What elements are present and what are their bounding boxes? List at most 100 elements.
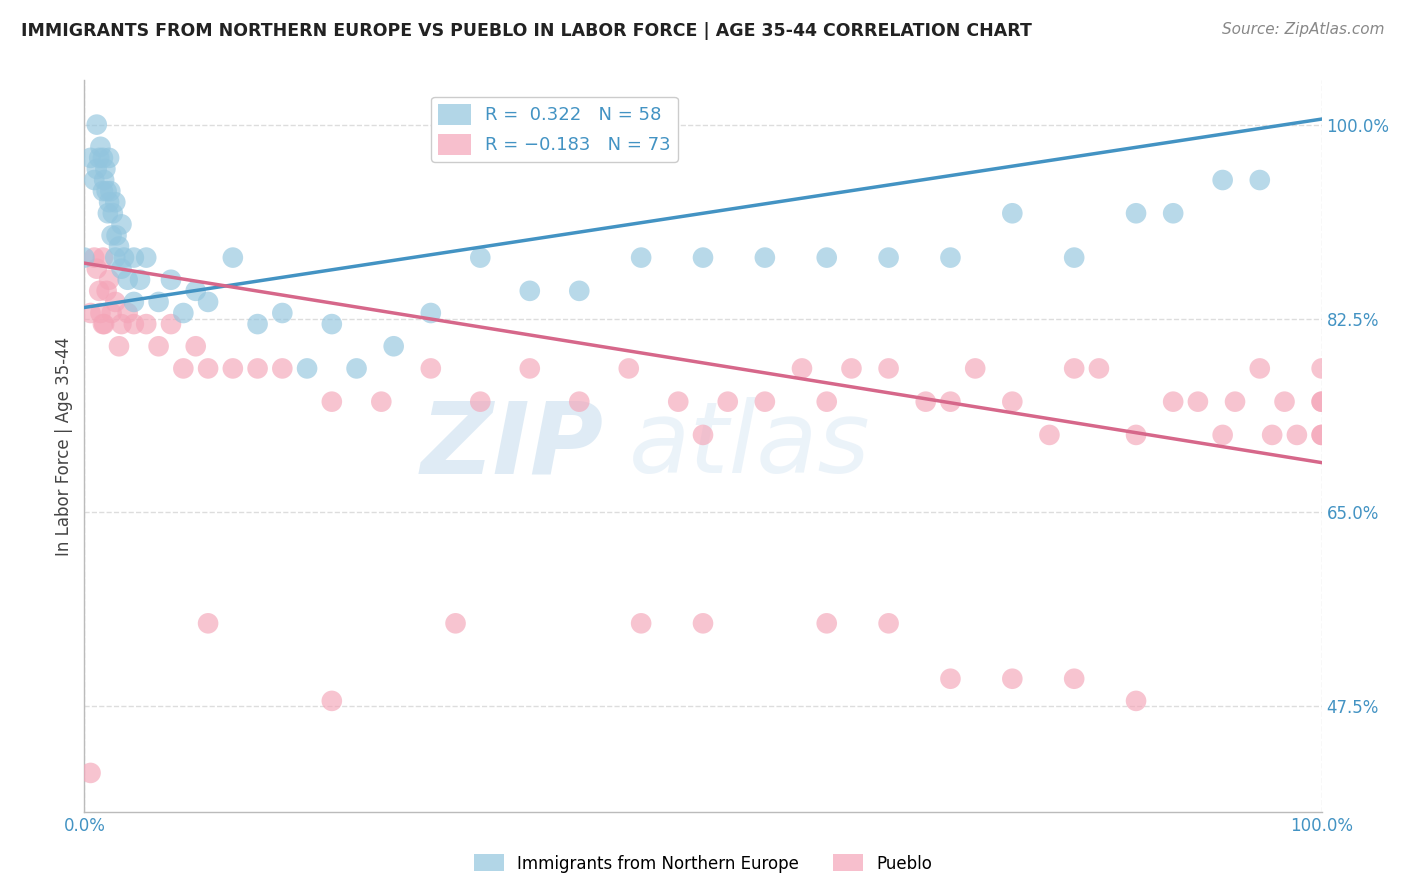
Point: [148, 294, 170, 309]
Point: [1161, 206, 1184, 220]
Point: [1310, 428, 1333, 442]
Point: [321, 317, 343, 331]
Point: [117, 273, 139, 287]
Point: [1125, 694, 1147, 708]
Point: [939, 251, 962, 265]
Point: [568, 284, 591, 298]
Point: [717, 394, 740, 409]
Point: [1161, 394, 1184, 409]
Point: [1285, 428, 1308, 442]
Point: [93, 317, 115, 331]
Point: [91, 184, 114, 198]
Point: [172, 361, 194, 376]
Point: [754, 251, 776, 265]
Point: [89, 151, 111, 165]
Point: [1187, 394, 1209, 409]
Point: [86, 261, 108, 276]
Point: [98, 184, 121, 198]
Point: [295, 361, 318, 376]
Point: [815, 616, 838, 631]
Point: [91, 251, 114, 265]
Point: [160, 273, 183, 287]
Point: [1125, 428, 1147, 442]
Point: [105, 228, 128, 243]
Point: [692, 616, 714, 631]
Point: [117, 306, 139, 320]
Point: [83, 173, 105, 187]
Point: [184, 339, 207, 353]
Point: [1063, 251, 1085, 265]
Point: [122, 317, 145, 331]
Point: [1223, 394, 1246, 409]
Point: [519, 284, 541, 298]
Point: [877, 361, 900, 376]
Point: [1001, 206, 1024, 220]
Point: [1001, 394, 1024, 409]
Point: [122, 251, 145, 265]
Point: [222, 361, 245, 376]
Point: [246, 317, 269, 331]
Point: [110, 218, 132, 232]
Point: [1249, 361, 1271, 376]
Y-axis label: In Labor Force | Age 35-44: In Labor Force | Age 35-44: [55, 336, 73, 556]
Point: [104, 195, 127, 210]
Point: [108, 239, 131, 253]
Point: [271, 306, 294, 320]
Point: [89, 284, 111, 298]
Point: [91, 317, 114, 331]
Point: [617, 361, 640, 376]
Point: [172, 306, 194, 320]
Point: [94, 161, 117, 176]
Point: [108, 339, 131, 353]
Point: [104, 294, 127, 309]
Point: [1038, 428, 1060, 442]
Point: [135, 317, 157, 331]
Point: [630, 251, 652, 265]
Point: [73, 251, 96, 265]
Point: [470, 251, 492, 265]
Point: [939, 672, 962, 686]
Point: [135, 251, 157, 265]
Point: [1310, 394, 1333, 409]
Point: [83, 251, 105, 265]
Text: Source: ZipAtlas.com: Source: ZipAtlas.com: [1222, 22, 1385, 37]
Point: [129, 273, 152, 287]
Point: [666, 394, 689, 409]
Point: [841, 361, 863, 376]
Point: [1088, 361, 1111, 376]
Point: [91, 151, 114, 165]
Point: [1310, 361, 1333, 376]
Point: [79, 766, 101, 780]
Point: [1063, 361, 1085, 376]
Point: [96, 284, 118, 298]
Point: [692, 428, 714, 442]
Point: [1212, 173, 1234, 187]
Point: [79, 306, 101, 320]
Point: [1001, 672, 1024, 686]
Point: [148, 339, 170, 353]
Point: [568, 394, 591, 409]
Point: [630, 616, 652, 631]
Point: [160, 317, 183, 331]
Point: [89, 140, 111, 154]
Point: [110, 317, 132, 331]
Point: [197, 616, 219, 631]
Point: [93, 173, 115, 187]
Point: [89, 306, 111, 320]
Point: [96, 184, 118, 198]
Point: [1261, 428, 1284, 442]
Point: [104, 251, 127, 265]
Point: [1274, 394, 1296, 409]
Point: [98, 151, 121, 165]
Point: [271, 361, 294, 376]
Point: [519, 361, 541, 376]
Point: [86, 161, 108, 176]
Point: [1063, 672, 1085, 686]
Point: [184, 284, 207, 298]
Point: [1125, 206, 1147, 220]
Point: [97, 206, 120, 220]
Point: [222, 251, 245, 265]
Point: [754, 394, 776, 409]
Point: [815, 394, 838, 409]
Point: [1249, 173, 1271, 187]
